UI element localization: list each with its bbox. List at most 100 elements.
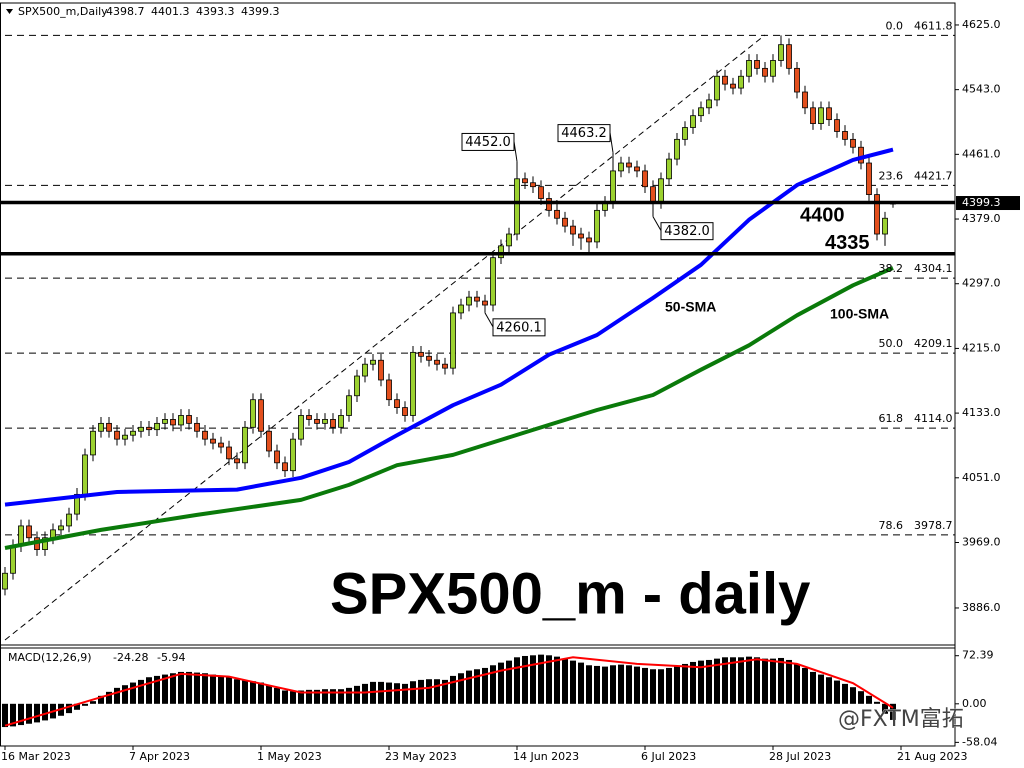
y-tick-label: 4379.0: [962, 212, 1001, 225]
current-price-box: [956, 196, 1020, 211]
candle-body: [818, 107, 824, 124]
fib-trend-line: [4, 34, 766, 641]
candle-body: [778, 44, 784, 61]
x-tick-label: 21 Aug 2023: [897, 750, 967, 763]
candle-body: [802, 91, 808, 109]
candle-body: [682, 127, 688, 140]
candle-body: [186, 415, 192, 424]
macd-bar: [866, 695, 872, 704]
fib-level-label: 61.8: [879, 412, 904, 425]
candle-body: [402, 407, 408, 416]
current-price-label: 4399.3: [962, 196, 1001, 209]
level-label: 4335: [825, 232, 870, 254]
macd-bar: [834, 680, 840, 704]
candle-body: [786, 44, 792, 69]
macd-bar: [674, 665, 680, 704]
y-tick-label: 4051.0: [962, 471, 1001, 484]
macd-name: MACD(12,26,9): [8, 651, 92, 664]
macd-bar: [362, 683, 368, 704]
macd-bar: [850, 687, 856, 704]
candle-body: [378, 359, 384, 381]
macd-bar: [714, 658, 720, 704]
macd-bar: [442, 679, 448, 704]
level-label: 4400: [800, 205, 845, 227]
macd-bar: [546, 655, 552, 704]
macd-bar: [18, 703, 24, 726]
macd-bar: [322, 689, 328, 704]
x-tick-label: 7 Apr 2023: [129, 750, 190, 763]
candle-body: [170, 419, 176, 426]
x-tick-label: 23 May 2023: [385, 750, 457, 763]
candle-body: [530, 182, 536, 188]
macd-bar: [722, 657, 728, 704]
macd-bar: [138, 679, 144, 704]
y-tick-label: 3969.0: [962, 535, 1001, 548]
macd-bar: [610, 665, 616, 704]
macd-bar: [426, 679, 432, 704]
macd-bar: [810, 671, 816, 704]
fib-level-label: 0.0: [886, 19, 904, 32]
macd-bar: [666, 667, 672, 704]
quote-open: 4398.7: [106, 5, 145, 18]
macd-bar: [330, 689, 336, 704]
candle-body: [298, 415, 304, 440]
macd-bar: [634, 666, 640, 704]
macd-bar: [226, 677, 232, 704]
x-tick-label: 28 Jul 2023: [769, 750, 831, 763]
candle-body: [194, 422, 200, 432]
macd-bar: [818, 674, 824, 704]
macd-bar: [754, 657, 760, 704]
macd-y-tick-label: 0.00: [962, 697, 987, 710]
macd-bar: [234, 679, 240, 704]
candle-body: [498, 245, 504, 259]
candle-body: [666, 158, 672, 180]
candle-body: [722, 75, 728, 85]
macd-bar: [762, 658, 768, 704]
annotation-box: [557, 124, 611, 143]
candle-body: [26, 525, 32, 539]
macd-bar: [602, 666, 608, 704]
macd-bar: [202, 673, 208, 704]
macd-bar: [90, 701, 96, 704]
candle-body: [594, 209, 600, 243]
candle-body: [274, 450, 280, 464]
candle-body: [354, 375, 360, 397]
y-tick-label: 4543.0: [962, 83, 1001, 96]
candle-body: [754, 60, 760, 69]
candle-body: [138, 426, 144, 432]
y-tick-label: 4461.0: [962, 147, 1001, 160]
candle-body: [794, 67, 800, 93]
macd-bar: [146, 677, 152, 704]
candle-body: [858, 146, 864, 164]
macd-bar: [274, 687, 280, 704]
candle-body: [714, 75, 720, 101]
candle-body: [314, 419, 320, 424]
macd-bar: [578, 662, 584, 704]
x-tick-label: 1 May 2023: [257, 750, 322, 763]
quote-high: 4401.3: [151, 5, 190, 18]
macd-value: -24.28: [113, 651, 148, 664]
macd-bar: [650, 669, 656, 704]
candle-body: [162, 419, 168, 424]
candle-body: [834, 119, 840, 132]
macd-bar: [778, 657, 784, 704]
candle-body: [546, 198, 552, 211]
chart-title: SPX500_m,Daily: [18, 5, 108, 18]
candle-body: [226, 446, 232, 460]
candle-body: [706, 99, 712, 109]
macd-bar: [618, 664, 624, 704]
grid-layer: [5, 34, 955, 536]
candle-body: [346, 395, 352, 416]
macd-bar: [554, 656, 560, 704]
candle-body: [394, 399, 400, 408]
candle-body: [610, 170, 616, 203]
macd-bar: [290, 691, 296, 704]
macd-bar: [786, 659, 792, 704]
macd-bar: [706, 659, 712, 704]
macd-bar: [570, 660, 576, 704]
macd-bar: [562, 658, 568, 704]
macd-bar: [418, 679, 424, 704]
candle-body: [578, 233, 584, 239]
candle-body: [10, 545, 16, 574]
macd-bar: [626, 665, 632, 704]
